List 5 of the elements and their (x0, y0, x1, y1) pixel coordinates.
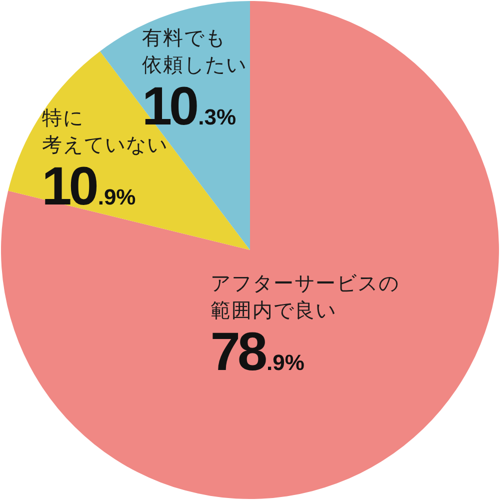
data-label: 10.9% (42, 156, 136, 216)
slice-label: アフターサービスの範囲内で良い (210, 270, 400, 322)
data-label: 78.9% (210, 322, 304, 382)
slice-label: 有料でも依頼したい (142, 25, 248, 76)
pie-slice (8, 51, 250, 250)
